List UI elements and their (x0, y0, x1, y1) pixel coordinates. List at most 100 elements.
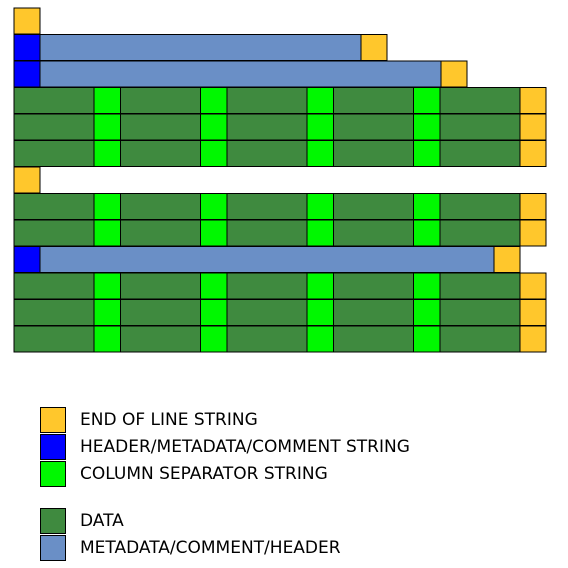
column-separator-cell (306, 113, 334, 141)
legend-label-eol: END OF LINE STRING (80, 410, 258, 430)
header-string-block (13, 246, 41, 273)
eol-block (519, 113, 547, 141)
data-cell (226, 299, 308, 326)
legend-label-separator: COLUMN SEPARATOR STRING (80, 464, 328, 484)
column-separator-cell (93, 193, 121, 220)
column-separator-cell (200, 219, 228, 247)
eol-block (519, 87, 547, 114)
eol-block (519, 140, 547, 167)
data-cell (333, 272, 414, 300)
data-cell (439, 140, 521, 167)
data-cell (333, 299, 414, 326)
data-cell (13, 140, 95, 167)
eol-block (360, 34, 388, 61)
eol-block (519, 219, 547, 247)
data-cell (120, 87, 201, 114)
column-separator-cell (306, 272, 334, 300)
data-cell (333, 140, 414, 167)
data-cell (120, 219, 201, 247)
data-cell (439, 219, 521, 247)
column-separator-cell (306, 299, 334, 326)
data-cell (226, 219, 308, 247)
column-separator-cell (200, 325, 228, 353)
legend-label-metadata: METADATA/COMMENT/HEADER (80, 538, 341, 558)
column-separator-cell (306, 140, 334, 167)
legend-swatch-separator (40, 461, 66, 487)
header-string-block (13, 34, 41, 61)
column-separator-cell (306, 193, 334, 220)
data-cell (13, 87, 95, 114)
metadata-block (39, 34, 362, 61)
column-separator-cell (93, 325, 121, 353)
column-separator-cell (93, 272, 121, 300)
eol-block (519, 299, 547, 326)
data-cell (333, 113, 414, 141)
column-separator-cell (93, 140, 121, 167)
data-cell (439, 193, 521, 220)
column-separator-cell (200, 113, 228, 141)
data-cell (226, 113, 308, 141)
data-cell (439, 325, 521, 353)
legend-swatch-metadata (40, 535, 66, 561)
column-separator-cell (93, 87, 121, 114)
column-separator-cell (93, 219, 121, 247)
eol-block (440, 60, 468, 88)
column-separator-cell (413, 299, 441, 326)
metadata-block (39, 60, 442, 88)
legend-label-header: HEADER/METADATA/COMMENT STRING (80, 437, 410, 457)
data-cell (226, 193, 308, 220)
column-separator-cell (413, 193, 441, 220)
legend-label-data: DATA (80, 511, 124, 531)
legend: END OF LINE STRING HEADER/METADATA/COMME… (40, 407, 540, 561)
data-cell (13, 325, 95, 353)
data-cell (120, 193, 201, 220)
eol-block (13, 7, 41, 35)
data-cell (13, 272, 95, 300)
column-separator-cell (413, 87, 441, 114)
data-cell (333, 325, 414, 353)
column-separator-cell (200, 299, 228, 326)
column-separator-cell (93, 299, 121, 326)
eol-block (493, 246, 521, 273)
column-separator-cell (200, 140, 228, 167)
legend-swatch-header (40, 434, 66, 460)
data-cell (120, 299, 201, 326)
column-separator-cell (306, 87, 334, 114)
data-cell (120, 272, 201, 300)
data-cell (13, 299, 95, 326)
column-separator-cell (413, 219, 441, 247)
eol-block (519, 325, 547, 353)
data-cell (226, 325, 308, 353)
data-cell (120, 140, 201, 167)
data-cell (226, 140, 308, 167)
data-cell (439, 272, 521, 300)
eol-block (519, 272, 547, 300)
column-separator-cell (200, 87, 228, 114)
data-cell (13, 219, 95, 247)
column-separator-cell (93, 113, 121, 141)
column-separator-cell (200, 193, 228, 220)
legend-swatch-data (40, 508, 66, 534)
eol-block (13, 166, 41, 194)
column-separator-cell (306, 325, 334, 353)
data-cell (120, 113, 201, 141)
column-separator-cell (413, 113, 441, 141)
data-cell (13, 193, 95, 220)
data-cell (439, 113, 521, 141)
column-separator-cell (413, 325, 441, 353)
column-separator-cell (200, 272, 228, 300)
data-cell (439, 299, 521, 326)
data-cell (226, 272, 308, 300)
metadata-block (39, 246, 495, 273)
eol-block (519, 193, 547, 220)
data-cell (333, 87, 414, 114)
header-string-block (13, 60, 41, 88)
data-cell (120, 325, 201, 353)
column-separator-cell (413, 140, 441, 167)
data-cell (226, 87, 308, 114)
column-separator-cell (306, 219, 334, 247)
data-cell (13, 113, 95, 141)
column-separator-cell (413, 272, 441, 300)
